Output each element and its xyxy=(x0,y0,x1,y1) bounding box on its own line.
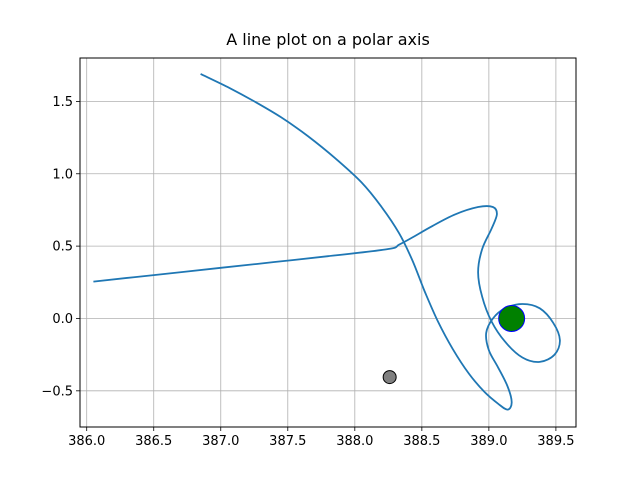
x-tick-label: 389.0 xyxy=(470,434,507,449)
plot-area-frame xyxy=(79,57,577,428)
y-tick-label: 0.0 xyxy=(52,312,73,327)
x-tick-label: 386.5 xyxy=(135,434,172,449)
axis-ticks: 386.0 386.5 387.0 387.5 388.0 388.5 389.0 389.5… xyxy=(41,95,574,449)
y-tick-label: 0.5 xyxy=(52,240,73,255)
x-tick-label: 386.0 xyxy=(68,434,105,449)
y-tick-label: −0.5 xyxy=(41,384,73,399)
y-tick-label: 1.5 xyxy=(52,95,73,110)
x-tick-label: 388.5 xyxy=(403,434,440,449)
series-line xyxy=(93,73,561,411)
y-tick-label: 1.0 xyxy=(52,167,73,182)
series-lines xyxy=(93,73,561,411)
x-tick-label: 387.0 xyxy=(202,434,239,449)
small-marker xyxy=(382,370,397,385)
x-tick-label: 387.5 xyxy=(269,434,306,449)
x-tick-label: 388.0 xyxy=(336,434,373,449)
markers xyxy=(382,304,526,385)
x-tick-label: 389.5 xyxy=(537,434,574,449)
chart-title: A line plot on a polar axis xyxy=(226,30,430,49)
large-marker xyxy=(498,304,526,332)
